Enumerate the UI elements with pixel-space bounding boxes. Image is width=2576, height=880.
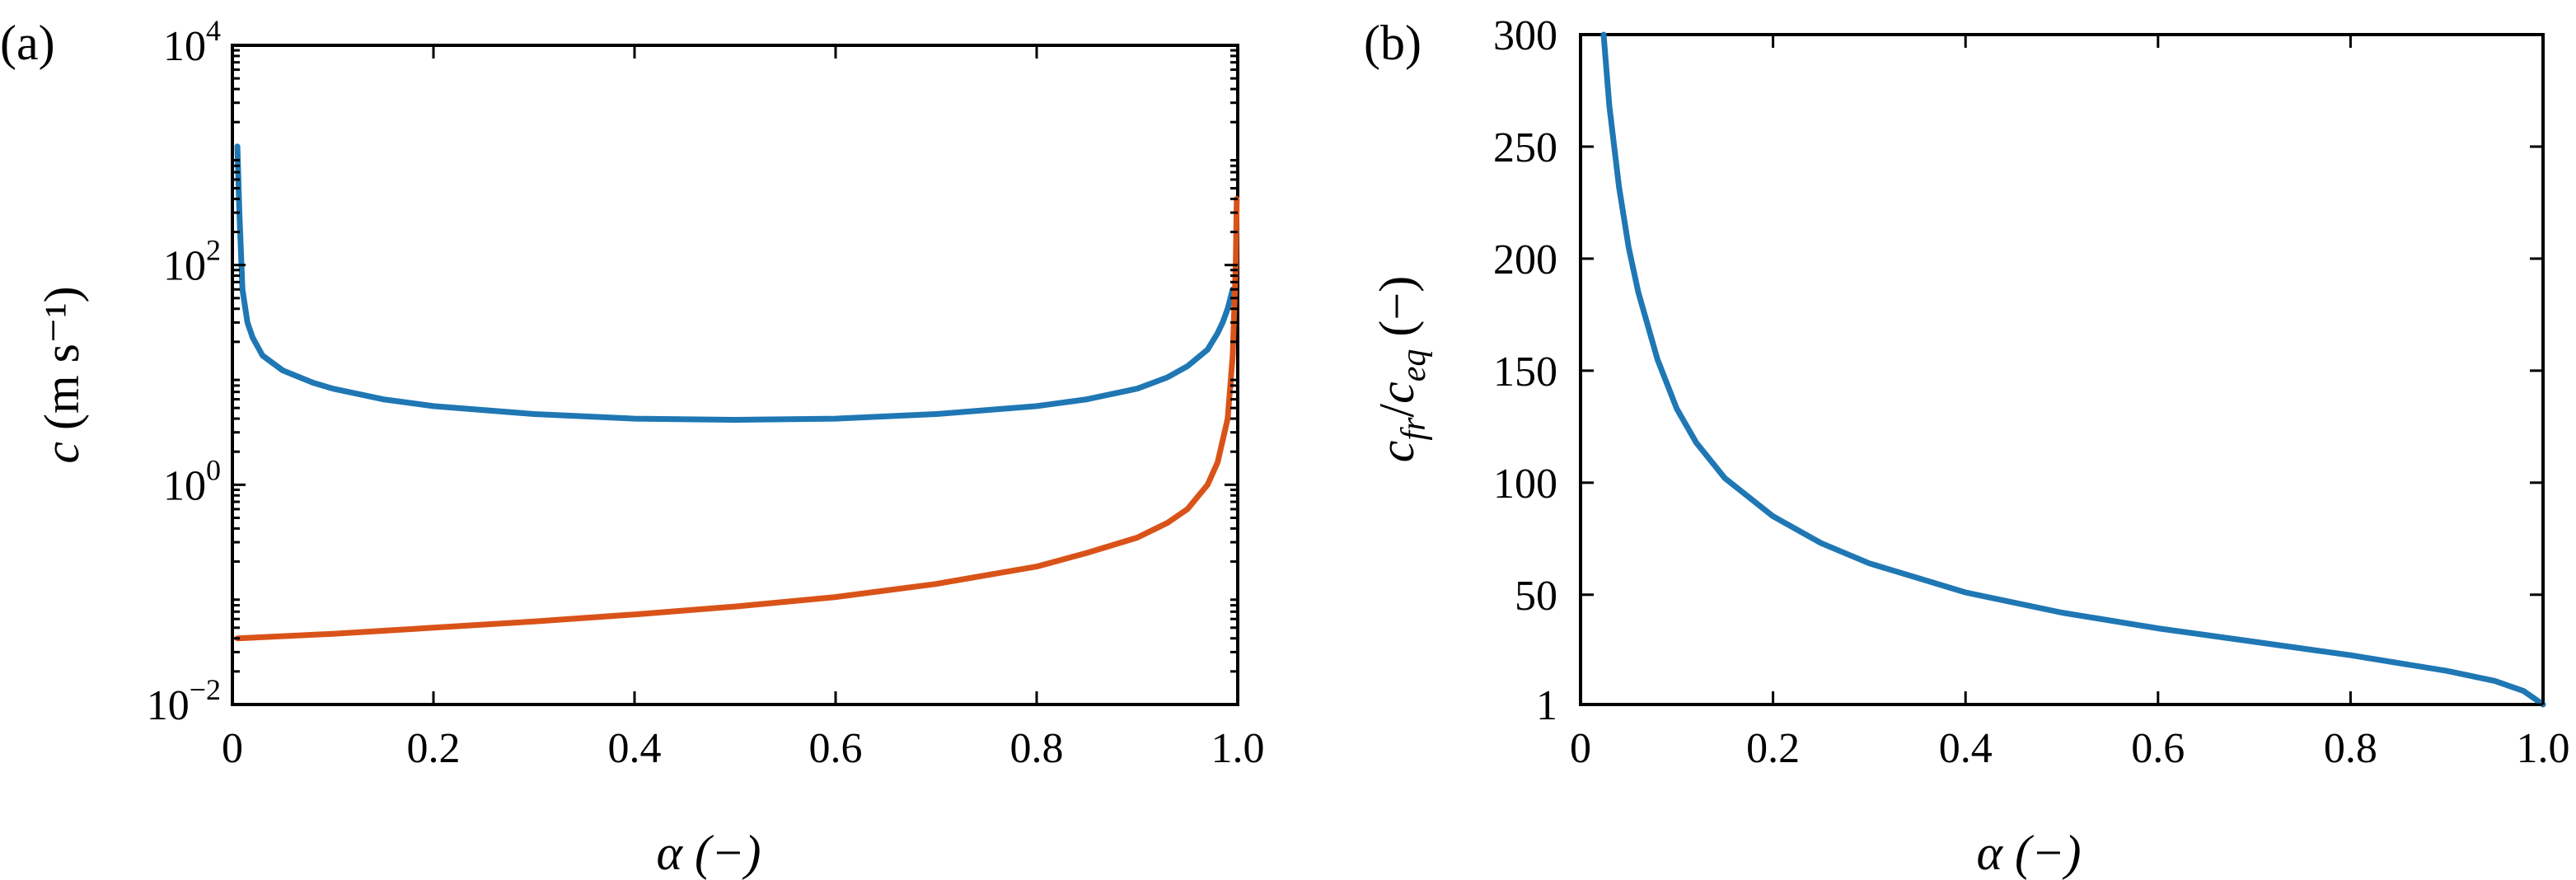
panel-b-y-tick-label-2: 100 — [1493, 461, 1557, 508]
panel-b-y-tick-label-4: 200 — [1493, 236, 1557, 283]
tick-label-base: 10 — [147, 682, 190, 729]
panel-a-x-tick-label-0: 0 — [222, 725, 243, 772]
panel-a-x-tick-label-4: 0.8 — [1010, 725, 1064, 772]
tick-label-base: 10 — [163, 462, 206, 509]
panel-b-y-tick-label-3: 150 — [1493, 349, 1557, 396]
panel-a-y-axis-unit: (m s⁻¹) — [35, 286, 89, 430]
panel-b-ticks — [1579, 33, 2545, 706]
panel-b-y-tick-label-1: 50 — [1515, 573, 1557, 620]
panel-a-x-tick-label-3: 0.6 — [809, 725, 863, 772]
panel-b-y-axis-c2: c — [1370, 381, 1424, 404]
panel-a-y-tick-label-0: 10−2 — [147, 673, 221, 729]
panel-a-y-axis-label: c (m s⁻¹) — [35, 286, 89, 463]
panel-a-x-tick-label-1: 0.2 — [407, 725, 461, 772]
panel-a-series — [234, 143, 1240, 642]
panel-b-y-axis-label: cfr/ceq (−) — [1370, 276, 1433, 462]
panel-a-y-tick-label-2: 102 — [163, 234, 221, 290]
tick-label-exponent: 0 — [206, 453, 221, 486]
panel-a-x-axis-label: α (−) — [657, 826, 761, 880]
panel-b-y-axis-sub1: fr — [1395, 417, 1433, 441]
panel-b-x-tick-labels: 0 0.2 0.4 0.6 0.8 1.0 — [1570, 725, 2570, 772]
panel-b-label: (b) — [1364, 16, 1421, 70]
panel-b-x-axis-label: α (−) — [1977, 826, 2082, 880]
panel-b-x-tick-label-2: 0.4 — [1939, 725, 1993, 772]
tick-label-base: 10 — [163, 243, 206, 290]
panel-a-y-tick-label-3: 104 — [163, 14, 221, 70]
panel-b-y-tick-label-6: 300 — [1493, 12, 1557, 59]
tick-label-base: 10 — [163, 23, 206, 70]
panel-a-y-tick-label-1: 100 — [163, 453, 221, 509]
panel-b-x-tick-label-4: 0.8 — [2324, 725, 2377, 772]
panel-a-series-line-1 — [234, 143, 1236, 423]
panel-a-x-tick-labels: 0 0.2 0.4 0.6 0.8 1.0 — [222, 725, 1265, 772]
tick-label-exponent: 4 — [206, 14, 221, 47]
panel-b-y-axis-slash: / — [1370, 404, 1424, 418]
panel-b-y-tick-label-5: 250 — [1493, 124, 1557, 171]
panel-b: (b) 0 0.2 0.4 0.6 0.8 1.0 150100150200250300 … — [1364, 12, 2570, 880]
panel-a-y-axis-symbol: c — [35, 442, 89, 464]
panel-a-label: (a) — [0, 16, 55, 70]
panel-a-series-line-2 — [234, 195, 1240, 642]
panel-b-y-axis-c1: c — [1370, 441, 1424, 463]
panel-b-x-tick-label-3: 0.6 — [2131, 725, 2185, 772]
panel-a-x-tick-label-2: 0.4 — [608, 725, 662, 772]
panel-b-series-line-1 — [1600, 31, 2546, 708]
panel-a-plot-frame — [231, 44, 1239, 706]
panel-b-plot-frame — [1579, 33, 2545, 706]
tick-label-exponent: 2 — [206, 234, 221, 267]
panel-a-x-tick-label-5: 1.0 — [1211, 725, 1265, 772]
tick-label-exponent: −2 — [190, 673, 221, 706]
panel-b-x-tick-label-5: 1.0 — [2517, 725, 2570, 772]
panel-b-series — [1600, 31, 2546, 708]
panel-b-y-axis-unit: (−) — [1370, 276, 1424, 349]
panel-b-y-axis-sub2: eq — [1395, 349, 1433, 382]
panel-a-ticks — [231, 44, 1239, 706]
panel-b-x-tick-label-0: 0 — [1570, 725, 1591, 772]
panel-b-x-tick-label-1: 0.2 — [1746, 725, 1800, 772]
panel-b-y-tick-label-0: 1 — [1536, 682, 1557, 729]
